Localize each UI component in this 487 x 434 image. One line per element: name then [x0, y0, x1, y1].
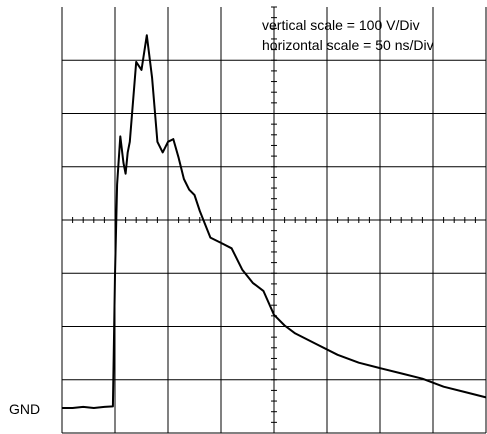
waveform-trace — [62, 34, 487, 409]
horizontal-scale-annotation: horizontal scale = 50 ns/Div — [262, 37, 434, 53]
waveform-layer — [62, 34, 487, 409]
grid — [61, 6, 487, 434]
vertical-scale-annotation: vertical scale = 100 V/Div — [262, 17, 420, 33]
gnd-label: GND — [9, 401, 40, 417]
